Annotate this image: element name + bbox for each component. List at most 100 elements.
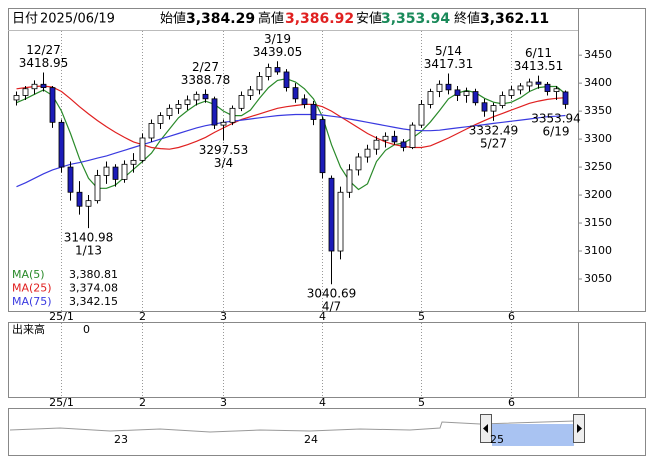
candle-body xyxy=(58,121,65,168)
candle-body xyxy=(103,166,110,176)
candle-body xyxy=(94,175,101,202)
candle-body xyxy=(364,148,371,158)
annotation-date: 2/27 xyxy=(192,60,219,74)
y-tick-label: 3450 xyxy=(584,48,612,61)
navigator-year: 25 xyxy=(490,433,504,446)
open-value: 3,384.29 xyxy=(186,11,255,27)
candle-body xyxy=(562,91,569,105)
annotation-date: 5/27 xyxy=(480,136,507,150)
annotation-value: 3297.53 xyxy=(199,143,249,157)
y-tick-label: 3300 xyxy=(584,132,612,145)
candle-body xyxy=(148,123,155,139)
candle-body xyxy=(526,81,533,87)
y-tick-label: 3350 xyxy=(584,104,612,117)
legend-name: MA(75) xyxy=(12,295,52,308)
y-tick-label: 3050 xyxy=(584,272,612,285)
x-tick-label: 2 xyxy=(139,396,146,409)
candle-body xyxy=(130,159,137,165)
x-tick-label: 5 xyxy=(418,396,425,409)
candle-body xyxy=(256,76,263,91)
candle-body xyxy=(220,121,227,126)
annotation-value: 3353.94 xyxy=(531,111,581,125)
navigator-frame xyxy=(8,408,646,456)
annotation-value: 3439.05 xyxy=(253,45,303,59)
annotation-value: 3332.49 xyxy=(469,123,519,137)
volume-frame xyxy=(8,322,646,398)
candle-body xyxy=(481,102,488,112)
x-tick-label: 25/1 xyxy=(49,396,74,409)
legend-value: 3,380.81 xyxy=(69,268,118,281)
annotation-value: 3040.69 xyxy=(307,287,357,301)
candle-body xyxy=(184,99,191,105)
candle-body xyxy=(247,89,254,96)
candle-body xyxy=(517,85,524,91)
navigator-line xyxy=(9,420,576,433)
candle-body xyxy=(418,104,425,126)
y-tick-label: 3250 xyxy=(584,160,612,173)
candle-body xyxy=(535,81,542,85)
candle-body xyxy=(382,135,389,141)
navigator-year: 24 xyxy=(304,433,318,446)
candle-body xyxy=(85,200,92,207)
low-label: 安値 xyxy=(356,11,382,27)
annotation-date: 6/19 xyxy=(543,124,570,138)
candle-body xyxy=(490,105,497,112)
candle-body xyxy=(139,137,146,161)
legend-name: MA(25) xyxy=(12,282,52,295)
high-value: 3,386.92 xyxy=(285,11,354,27)
candle-body xyxy=(13,95,20,101)
ma-line xyxy=(16,113,566,188)
navigator-arrow xyxy=(577,424,582,433)
candle-body xyxy=(274,67,281,73)
candle-body xyxy=(67,166,74,193)
navigator-arrow xyxy=(483,424,488,433)
candle-body xyxy=(391,135,398,143)
navigator-selection xyxy=(492,424,574,446)
legend-name: MA(5) xyxy=(12,268,45,281)
annotation-date: 6/11 xyxy=(525,46,552,60)
legend-value: 3,374.08 xyxy=(69,282,118,295)
x-tick-label: 4 xyxy=(319,396,326,409)
candle-body xyxy=(166,107,173,117)
annotation-value: 3417.31 xyxy=(424,57,474,71)
volume-value: 0 xyxy=(83,323,90,336)
date: 2025/06/19 xyxy=(40,12,115,27)
candle-body xyxy=(319,119,326,174)
annotation-value: 3140.98 xyxy=(64,231,114,245)
candle-body xyxy=(445,83,452,91)
annotation-value: 3418.95 xyxy=(19,56,69,70)
high-label: 高値 xyxy=(258,11,284,27)
candle-body xyxy=(202,93,209,100)
candle-body xyxy=(409,124,416,148)
candle-body xyxy=(229,107,236,123)
candle-body xyxy=(337,191,344,252)
candle-body xyxy=(22,88,29,96)
navigator-year: 23 xyxy=(114,433,128,446)
y-tick-label: 3100 xyxy=(584,244,612,257)
volume-title: 出来高 xyxy=(12,322,45,336)
candle-body xyxy=(283,71,290,89)
annotation-date: 12/27 xyxy=(26,43,61,57)
candle-body xyxy=(49,87,56,123)
x-tick-label: 5 xyxy=(418,310,425,323)
date-label: 日付 xyxy=(12,12,38,27)
candle-body xyxy=(175,104,182,109)
candle-body xyxy=(346,169,353,193)
annotation-date: 3/4 xyxy=(214,156,233,170)
candle-body xyxy=(355,156,362,171)
open-label: 始値 xyxy=(160,11,186,27)
candle-body xyxy=(373,139,380,150)
y-tick-label: 3400 xyxy=(584,76,612,89)
close-label: 終値 xyxy=(454,11,480,27)
candle-body xyxy=(112,166,119,180)
close-value: 3,362.11 xyxy=(480,11,549,27)
candle-body xyxy=(472,91,479,104)
annotation-value: 3413.51 xyxy=(514,59,564,73)
candle-body xyxy=(436,83,443,92)
candle-body xyxy=(211,98,218,126)
main-frame xyxy=(8,8,646,312)
legend-value: 3,342.15 xyxy=(69,295,118,308)
annotation-value: 3388.78 xyxy=(181,73,231,87)
